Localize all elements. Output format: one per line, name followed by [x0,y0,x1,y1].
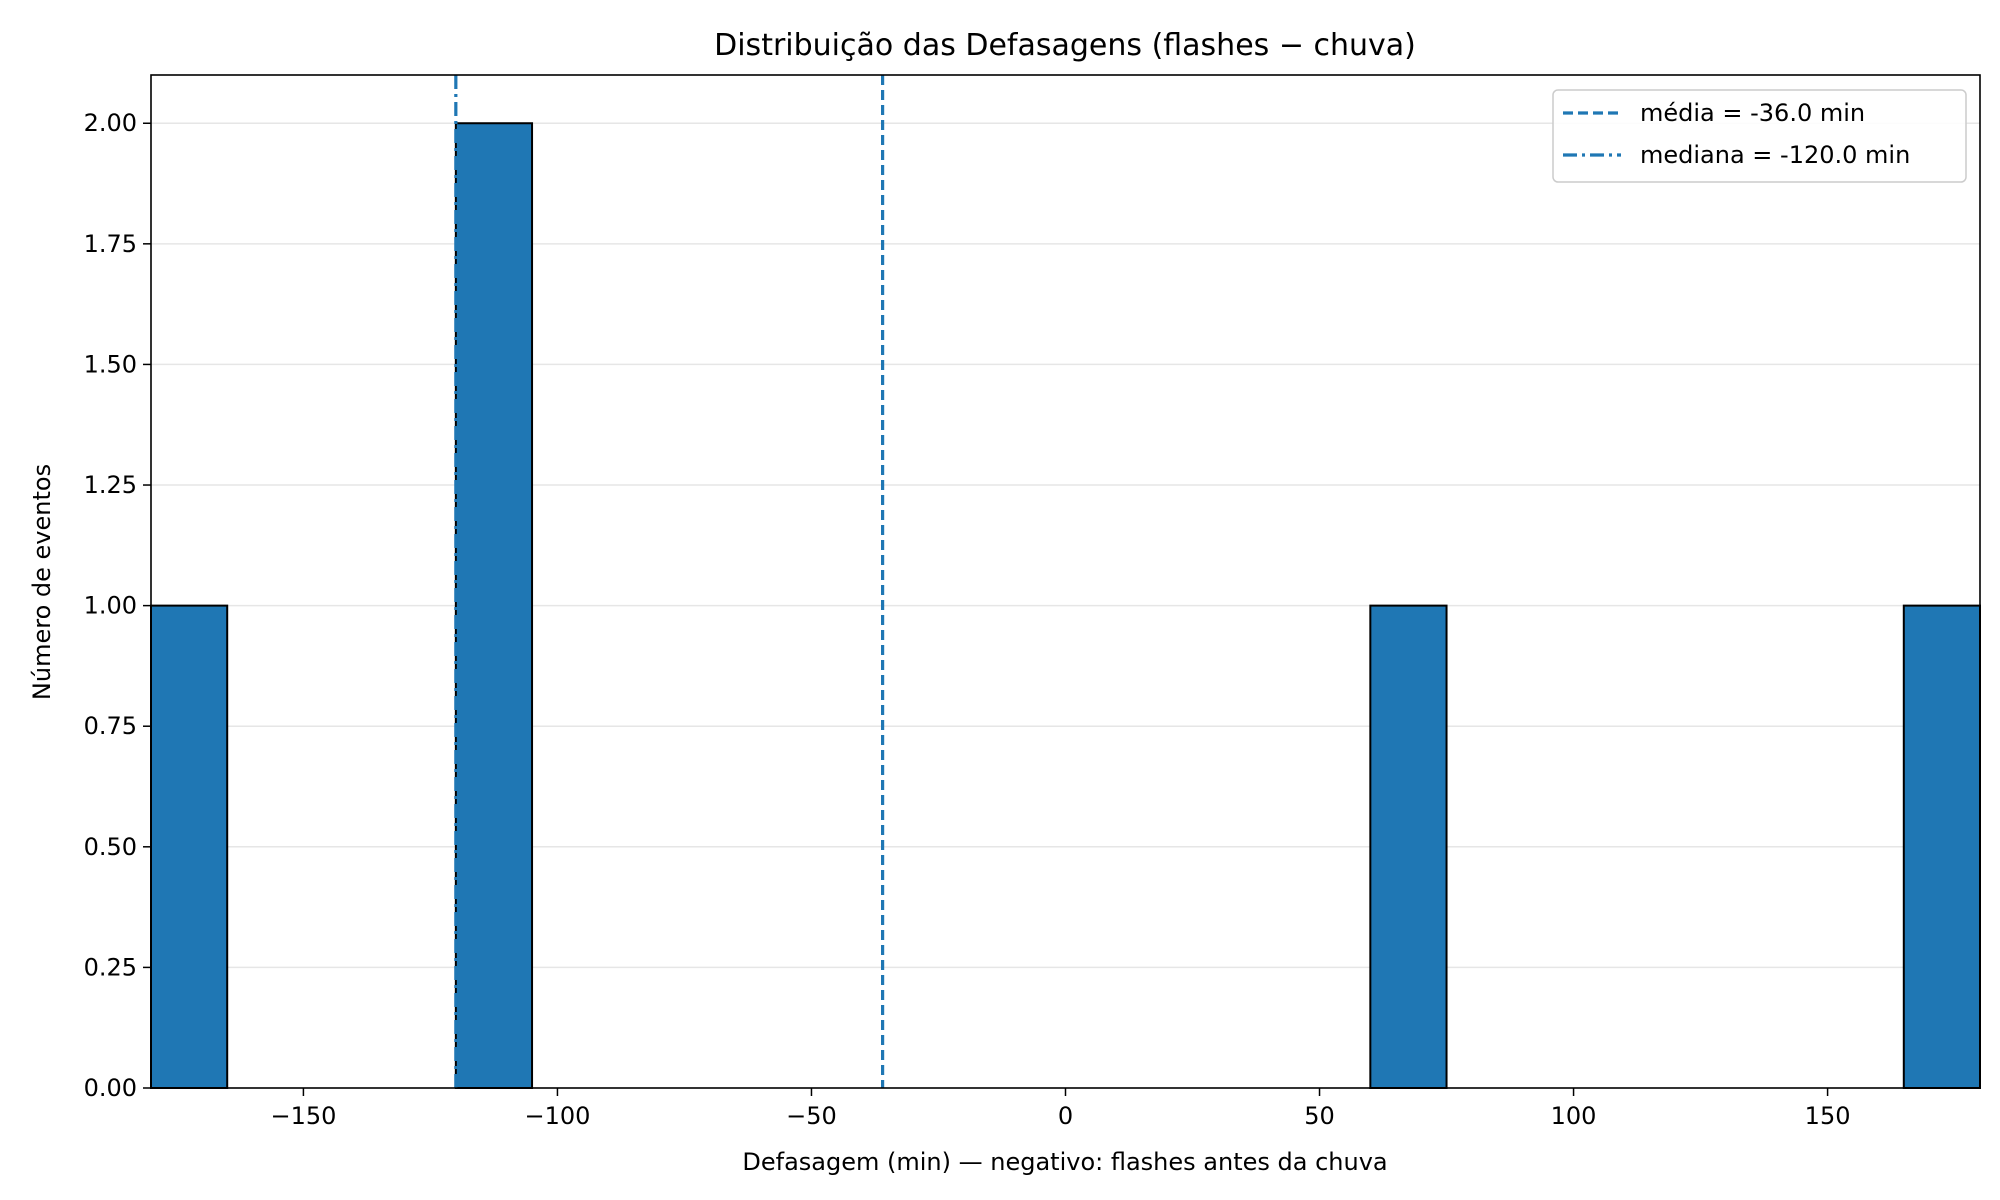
y-axis-ticks: 0.00 0.25 0.50 0.75 1.00 1.25 1.50 1.75 2.00 [84,109,151,1102]
x-tick-label: 50 [1304,1102,1335,1130]
reference-lines [454,75,885,1088]
y-tick-label: 0.75 [84,712,137,740]
chart-title: Distribuição das Defasagens (flashes − c… [714,28,1416,63]
x-axis-label: Defasagem (min) — negativo: flashes ante… [742,1148,1387,1176]
x-tick-label: 0 [1058,1102,1073,1130]
histogram-bar [150,604,229,1089]
y-tick-label: 2.00 [84,109,137,137]
x-tick-label: 100 [1551,1102,1597,1130]
y-tick-label: 1.50 [84,350,137,378]
y-tick-label: 0.25 [84,953,137,981]
x-tick-label: −150 [270,1102,336,1130]
histogram-bar [454,122,534,1089]
y-tick-label: 1.25 [84,471,137,499]
legend: média = -36.0 min mediana = -120.0 min [1552,89,1967,183]
y-axis-label: Número de eventos [28,464,56,700]
legend-label-mediana: mediana = -120.0 min [1640,141,1910,169]
legend-label-media: média = -36.0 min [1640,99,1865,127]
y-tick-label: 1.75 [84,230,137,258]
x-tick-label: −50 [786,1102,837,1130]
y-tick-label: 0.00 [84,1074,137,1102]
y-tick-label: 1.00 [84,592,137,620]
histogram-bar [1902,604,1981,1089]
legend-box [1552,89,1967,183]
histogram-bar [1369,604,1448,1089]
histogram-bars [150,122,1981,1089]
x-axis-ticks: −150 −100 −50 0 50 100 150 [270,1088,1850,1130]
x-tick-label: 150 [1805,1102,1851,1130]
x-tick-label: −100 [524,1102,590,1130]
y-tick-label: 0.50 [84,833,137,861]
